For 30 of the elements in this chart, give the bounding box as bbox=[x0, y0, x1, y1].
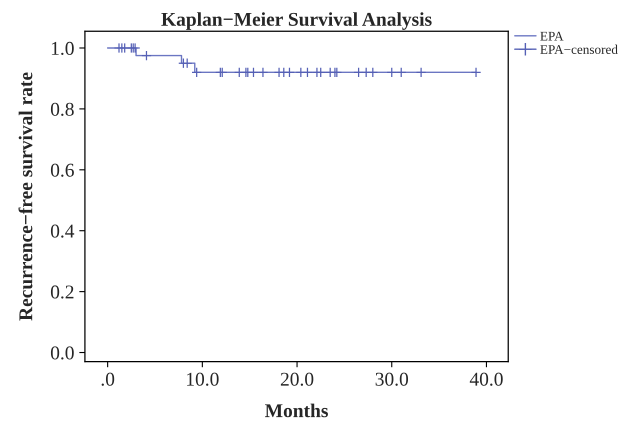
y-tick-label: 0.6 bbox=[50, 164, 74, 177]
point bbox=[396, 67, 407, 78]
point bbox=[386, 67, 398, 78]
point bbox=[315, 67, 326, 78]
point bbox=[141, 50, 152, 61]
y-axis-title: Recurrence−free survival rate bbox=[18, 72, 32, 321]
chart-title: Kaplan−Meier Survival Analysis bbox=[161, 12, 432, 30]
legend-label: EPA bbox=[540, 32, 564, 40]
y-tick-label: 0.2 bbox=[50, 285, 74, 299]
point bbox=[248, 67, 259, 78]
x-tick-label: 20.0 bbox=[280, 372, 314, 386]
x-axis-title: Months bbox=[265, 404, 328, 418]
point bbox=[302, 67, 313, 78]
y-tick-label: 0.4 bbox=[50, 224, 74, 238]
point bbox=[284, 67, 295, 78]
x-tick-label: 10.0 bbox=[187, 372, 219, 386]
point bbox=[470, 67, 482, 78]
x-tick-label: 40.0 bbox=[470, 372, 503, 386]
y-tick-label: 1.0 bbox=[52, 42, 74, 56]
point bbox=[182, 58, 192, 69]
legend-label: EPA−censored bbox=[540, 44, 618, 54]
point bbox=[353, 67, 364, 78]
y-tick-label: 0.8 bbox=[50, 102, 74, 116]
point bbox=[191, 67, 202, 78]
y-tick-label: 0.0 bbox=[50, 346, 74, 360]
point bbox=[368, 67, 378, 78]
point bbox=[416, 67, 426, 78]
x-tick-label: .0 bbox=[102, 372, 114, 386]
point bbox=[258, 67, 268, 78]
x-tick-label: 30.0 bbox=[376, 372, 408, 386]
